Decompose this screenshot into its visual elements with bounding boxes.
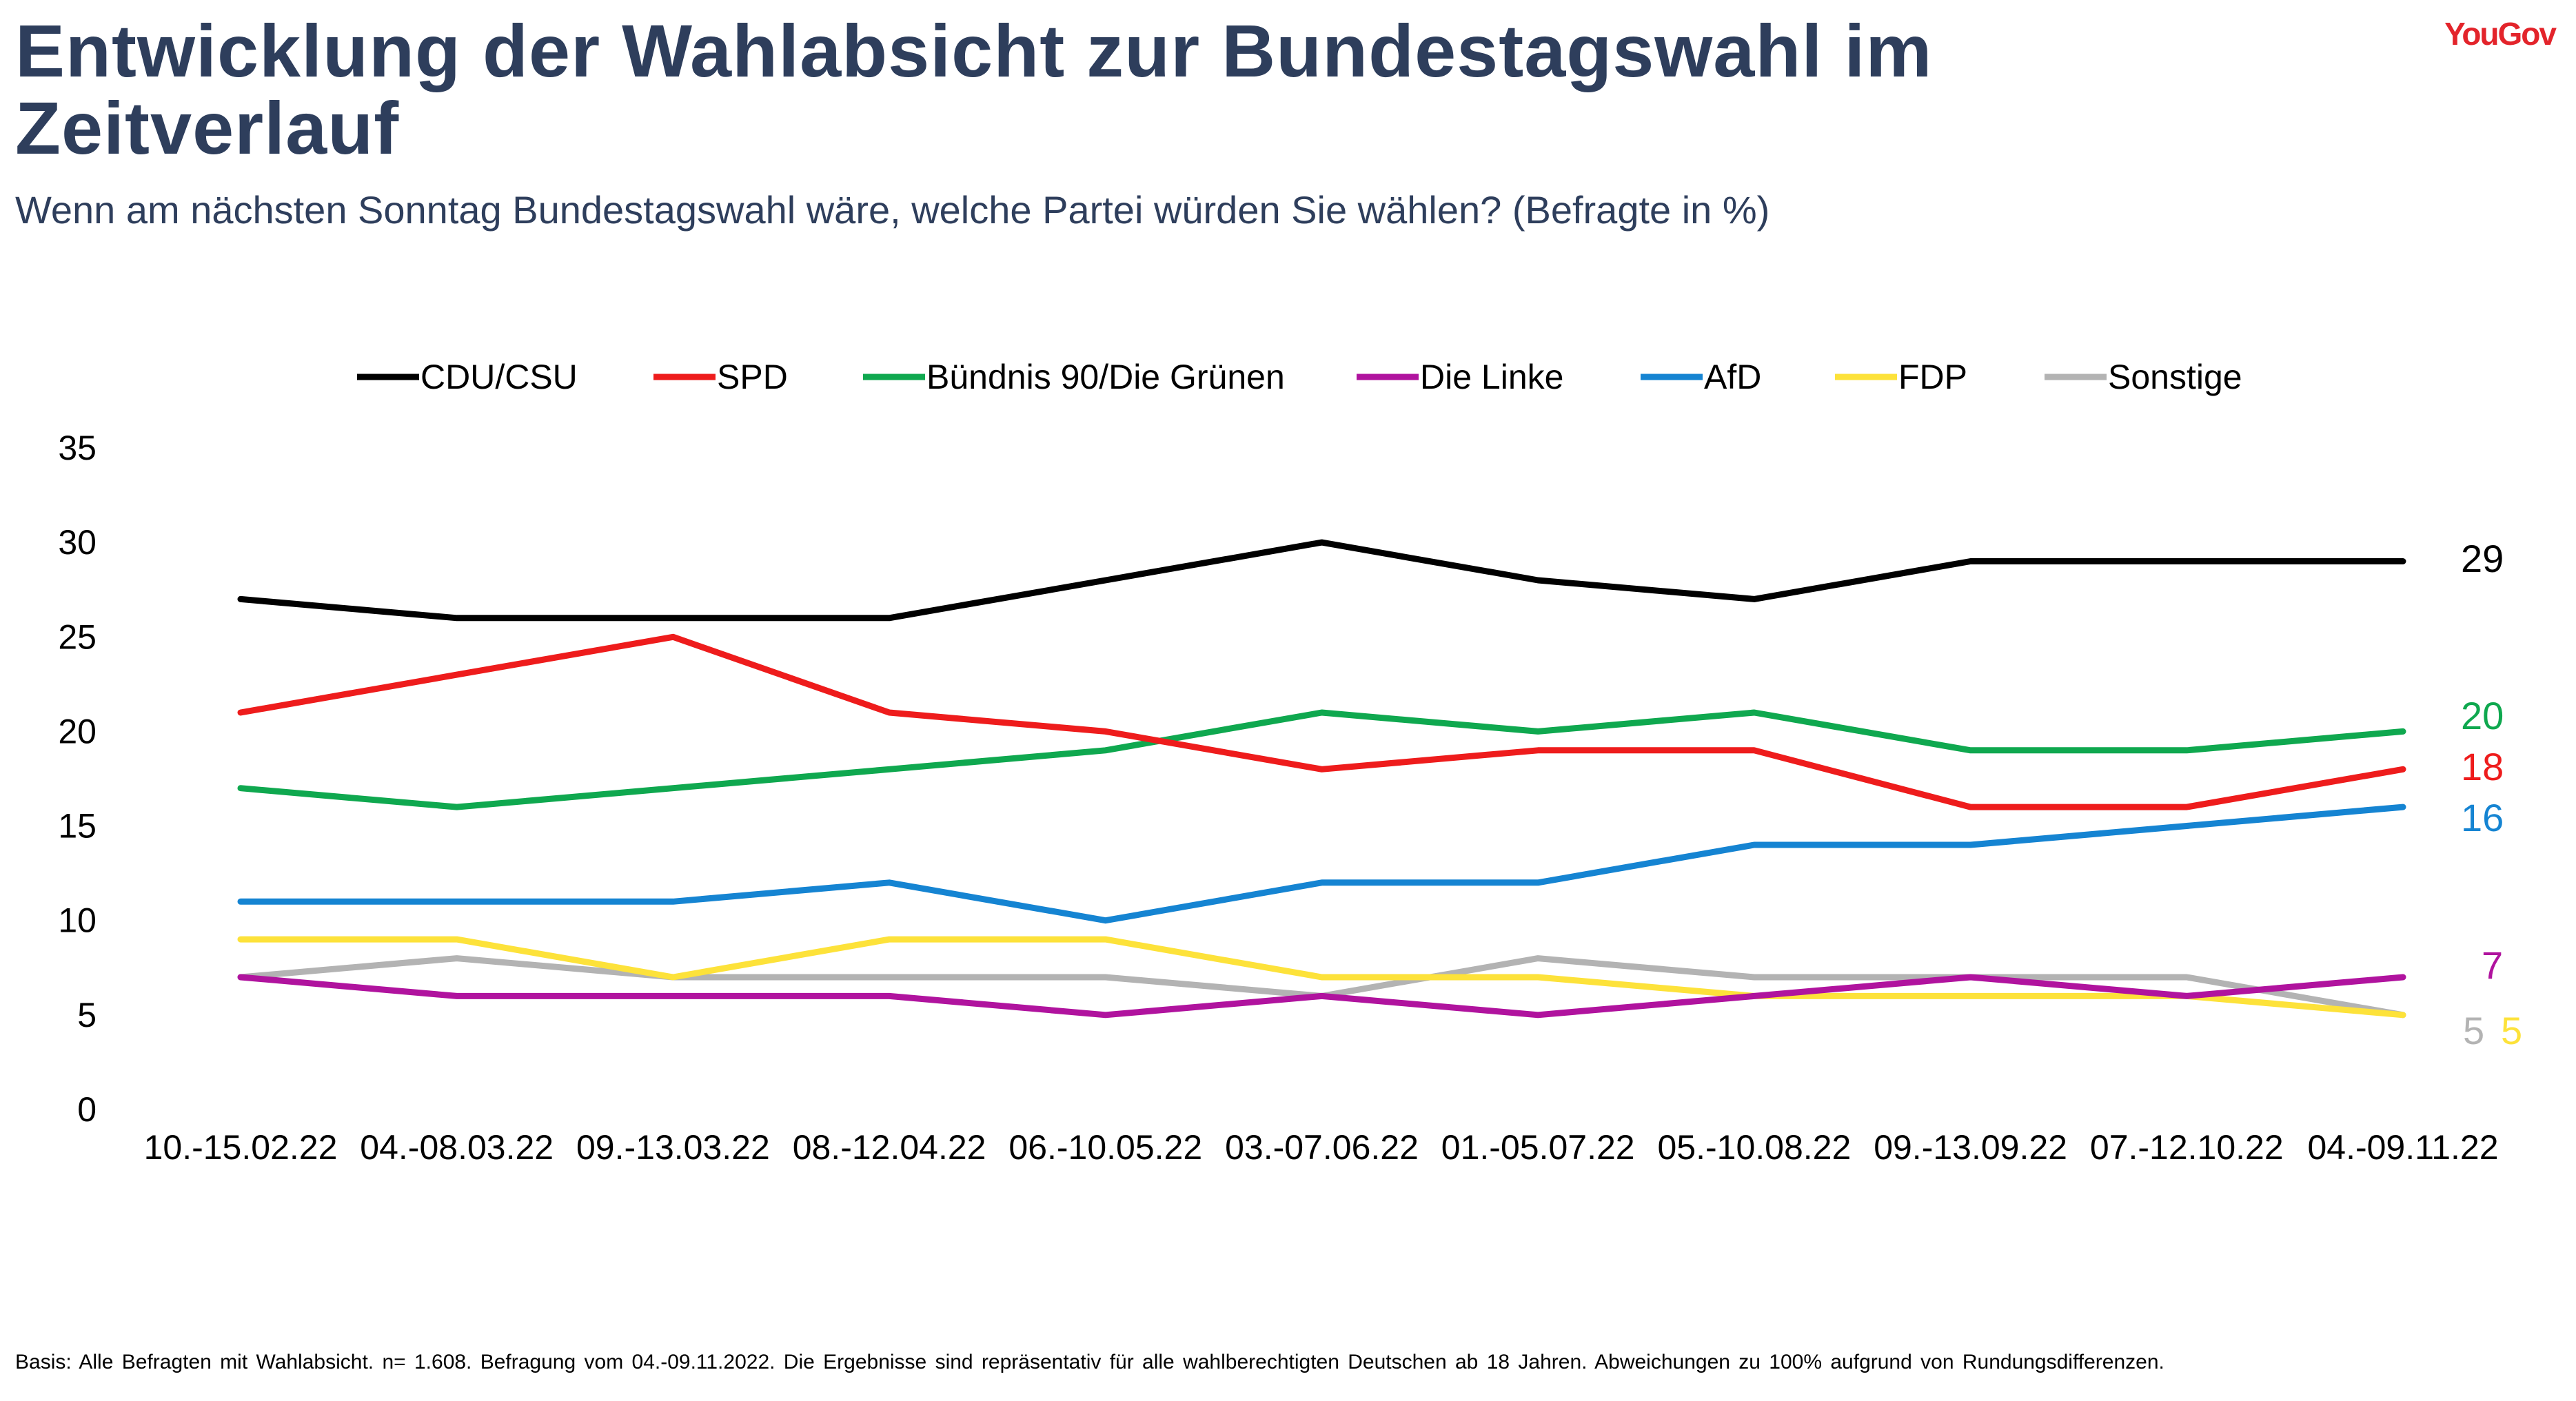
- end-value-label: 18: [2461, 745, 2504, 788]
- series-line: [237, 709, 2406, 810]
- end-value-label: 16: [2461, 796, 2504, 839]
- chart-subtitle: Wenn am nächsten Sonntag Bundestagswahl …: [15, 188, 1770, 232]
- series-line: [237, 974, 2406, 1019]
- y-tick-label: 35: [58, 429, 97, 467]
- legend-label: CDU/CSU: [420, 358, 578, 396]
- y-tick-label: 20: [58, 712, 97, 750]
- legend-label: SPD: [717, 358, 788, 396]
- y-tick-label: 30: [58, 523, 97, 562]
- legend-label: AfD: [1704, 358, 1761, 396]
- end-labels: 29 18 20 7 16 55: [2461, 537, 2522, 1052]
- x-tick-label: 09.-13.09.22: [1874, 1128, 2067, 1167]
- legend-label: Sonstige: [2108, 358, 2242, 396]
- legend-label: Bündnis 90/Die Grünen: [926, 358, 1285, 396]
- yougov-logo: YouGov: [2444, 16, 2557, 52]
- y-tick-label: 15: [58, 807, 97, 846]
- series-lines: [237, 539, 2406, 1019]
- y-axis: 0 5 10 15 20 25 30 35: [58, 429, 97, 1129]
- end-value-label: 20: [2461, 694, 2504, 737]
- x-tick-label: 04.-08.03.22: [360, 1128, 554, 1167]
- x-tick-label: 06.-10.05.22: [1008, 1128, 1202, 1167]
- x-tick-label: 08.-12.04.22: [793, 1128, 986, 1167]
- series-line: [237, 936, 2406, 1019]
- end-value-label: 29: [2461, 537, 2504, 580]
- x-tick-label: 03.-07.06.22: [1225, 1128, 1419, 1167]
- y-tick-label: 10: [58, 901, 97, 940]
- series-line: [237, 539, 2406, 622]
- y-tick-label: 5: [77, 996, 97, 1034]
- chart-title: Entwicklung der Wahlabsicht zur Bundesta…: [15, 9, 1933, 170]
- chart-legend: CDU/CSU SPD Bündnis 90/Die Grünen Die Linke…: [357, 358, 2242, 396]
- x-tick-label: 09.-13.03.22: [576, 1128, 770, 1167]
- end-value-label: 5: [2463, 1009, 2484, 1052]
- x-tick-label: 04.-09.11.22: [2307, 1128, 2498, 1167]
- x-tick-label: 05.-10.08.22: [1658, 1128, 1852, 1167]
- end-value-label: 7: [2482, 943, 2503, 987]
- x-tick-label: 10.-15.02.22: [144, 1128, 338, 1167]
- footnote: Basis: Alle Befragten mit Wahlabsicht. n…: [15, 1351, 2164, 1373]
- line-chart: CDU/CSU SPD Bündnis 90/Die Grünen Die Linke…: [58, 358, 2522, 1167]
- x-tick-label: 07.-12.10.22: [2090, 1128, 2284, 1167]
- x-axis: 10.-15.02.22 04.-08.03.22 09.-13.03.22 08.-…: [144, 1128, 2499, 1167]
- series-line: [237, 633, 2406, 810]
- end-value-label: 5: [2501, 1009, 2522, 1052]
- y-tick-label: 25: [58, 617, 97, 656]
- legend-label: Die Linke: [1420, 358, 1563, 396]
- legend-label: FDP: [1898, 358, 1967, 396]
- y-tick-label: 0: [77, 1090, 97, 1129]
- series-line: [237, 804, 2406, 924]
- x-tick-label: 01.-05.07.22: [1441, 1128, 1635, 1167]
